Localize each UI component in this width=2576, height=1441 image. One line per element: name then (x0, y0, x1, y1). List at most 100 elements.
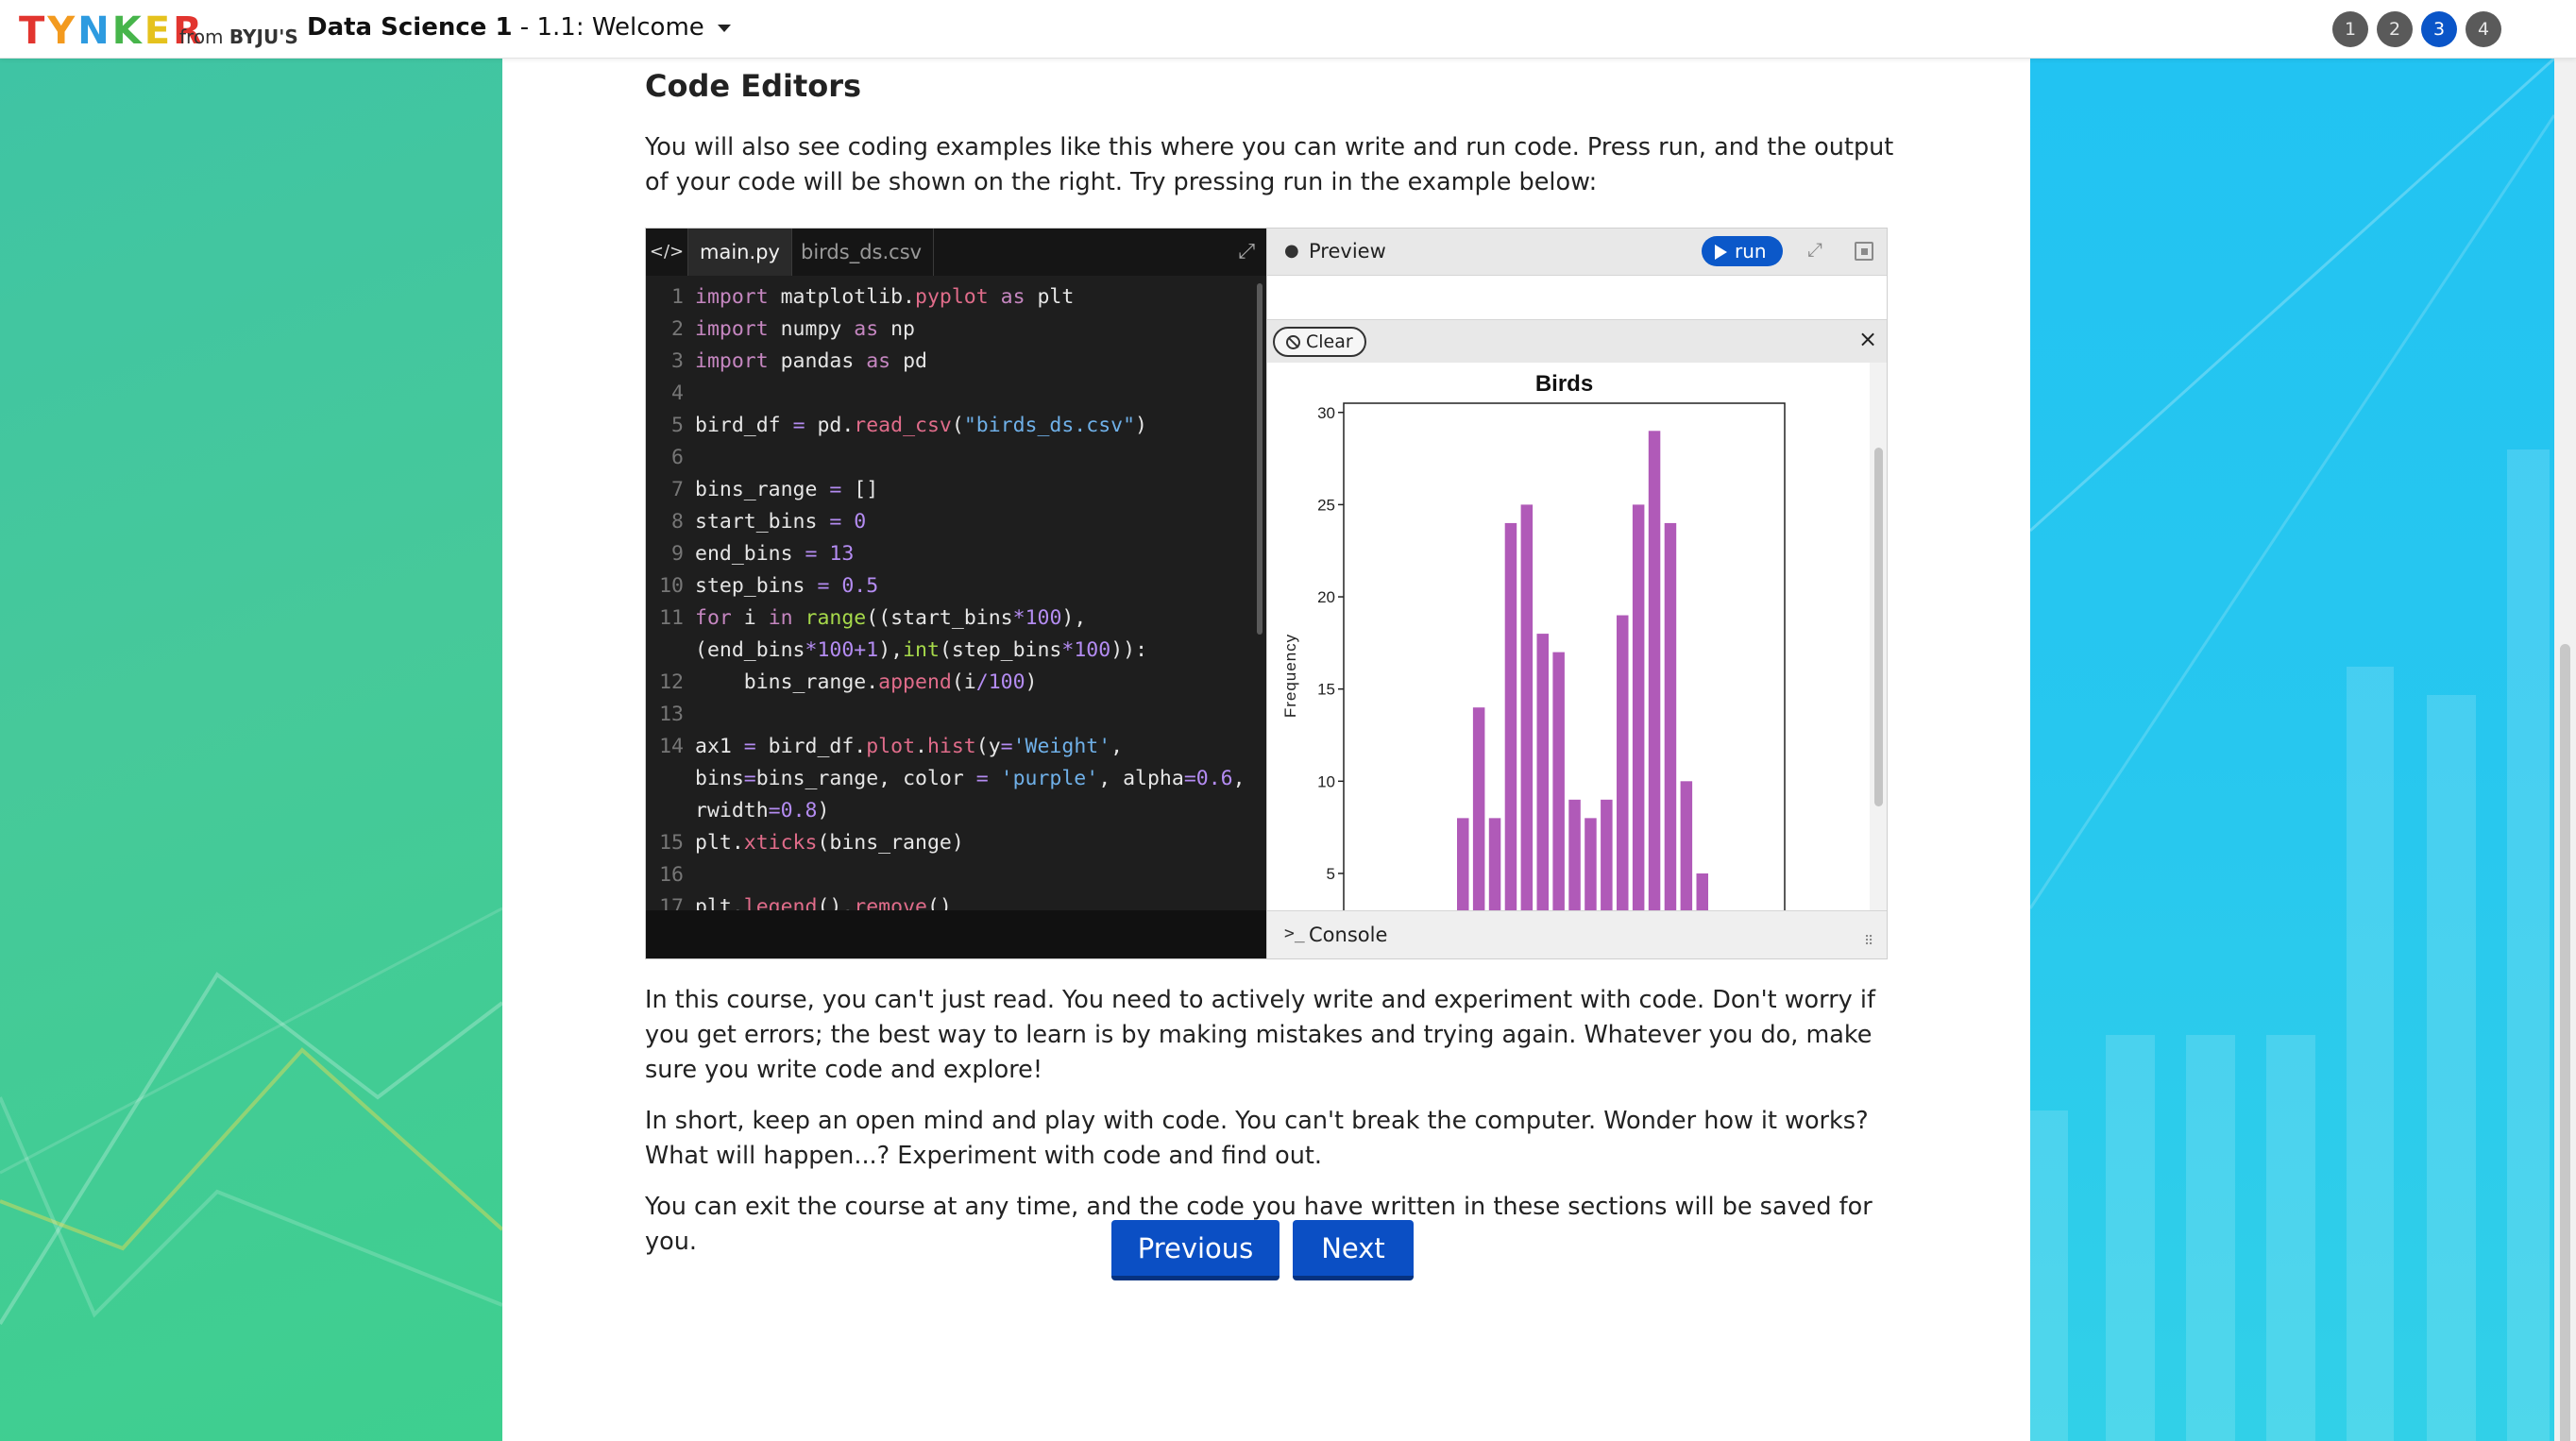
code-line: 4 (671, 381, 684, 405)
code-line: 14 ax1 = bird_df.plot.hist(y='Weight', (659, 735, 1124, 758)
code-line: 3 import pandas as pd (671, 349, 927, 373)
lesson-content: Code Editors You will also see coding ex… (502, 59, 2030, 1441)
histogram-bar (1680, 781, 1693, 910)
terminal-icon: >_ (1284, 924, 1305, 943)
console-header: Clear × (1267, 319, 1887, 363)
background-bar (2030, 1110, 2068, 1441)
left-background-panel (0, 59, 502, 1441)
y-tick-label: 5 (1327, 865, 1335, 883)
plot-scrollbar[interactable] (1870, 363, 1887, 910)
code-runner: </> main.py birds_ds.csv ⤢ 1 import matpl… (645, 228, 1888, 959)
step-1-button[interactable]: 1 (2332, 11, 2368, 47)
background-bar (2106, 1035, 2155, 1441)
logo-letter: Y (47, 9, 78, 53)
expand-icon[interactable]: ⤢ (1807, 238, 1822, 261)
editor-scrollbar-thumb[interactable] (1257, 283, 1263, 635)
y-tick-label: 15 (1317, 681, 1335, 699)
previous-button[interactable]: Previous (1111, 1220, 1280, 1280)
byjus-tagline: from BYJU'S (179, 25, 298, 48)
page-scrollbar[interactable] (2554, 59, 2576, 1441)
logo-letter: E (144, 9, 174, 53)
histogram-bar (1552, 652, 1565, 910)
histogram-bar (1536, 634, 1549, 910)
run-button[interactable]: run (1702, 236, 1783, 266)
logo-letter: T (19, 9, 48, 53)
course-title-dropdown[interactable]: Data Science 1 - 1.1: Welcome (307, 13, 731, 42)
histogram-chart: Birds 5 10 15 20 25 30 Frequency (1281, 371, 1786, 910)
code-editor[interactable]: </> main.py birds_ds.csv ⤢ 1 import matpl… (646, 229, 1266, 958)
histogram-bar (1568, 799, 1581, 910)
close-icon[interactable]: × (1858, 326, 1878, 352)
left-background-pattern (0, 907, 502, 1326)
console-label: Console (1309, 924, 1388, 946)
histogram-bar (1585, 818, 1597, 910)
next-button[interactable]: Next (1293, 1220, 1414, 1280)
background-bar (2427, 695, 2476, 1441)
clear-button[interactable]: Clear (1273, 327, 1366, 357)
step-2-button[interactable]: 2 (2377, 11, 2413, 47)
code-line: 11 for i in range((start_bins*100), (659, 606, 1087, 630)
histogram-bar (1488, 818, 1501, 910)
editor-footer (646, 910, 1266, 958)
right-background-lines (2030, 59, 2554, 909)
title-separator: - (512, 13, 537, 42)
code-lines: 1 import matplotlib.pyplot as plt 2 import… (646, 281, 1246, 910)
logo-letter: N (77, 9, 112, 53)
popout-icon[interactable] (1855, 242, 1873, 261)
histogram-bar (1472, 707, 1485, 910)
preview-bar: ● Preview run ⤢ (1267, 229, 1887, 276)
course-name: Data Science 1 (307, 13, 513, 42)
step-3-button[interactable]: 3 (2421, 11, 2457, 47)
plot-scrollbar-thumb[interactable] (1874, 448, 1883, 806)
preview-label: Preview (1309, 240, 1386, 263)
histogram-bar (1696, 873, 1708, 910)
y-tick-label: 10 (1317, 772, 1335, 790)
histogram-bar (1664, 522, 1677, 910)
code-icon: </> (649, 242, 685, 262)
histogram-bar (1601, 799, 1613, 910)
byjus-brand-text: BYJU'S (229, 25, 298, 48)
y-tick-label: 30 (1317, 404, 1335, 422)
step-4-button[interactable]: 4 (2466, 11, 2501, 47)
clear-icon (1286, 335, 1300, 349)
run-label: run (1735, 240, 1767, 263)
histogram-bar (1648, 431, 1661, 910)
code-line: 7 bins_range = [] (671, 478, 879, 501)
code-line: 1 import matplotlib.pyplot as plt (671, 285, 1075, 309)
code-line: 12 bins_range.append(i/100) (659, 670, 1038, 694)
output-panel: ● Preview run ⤢ Clear × Birds 5 10 15 20 25 30… (1266, 229, 1887, 958)
page-scrollbar-thumb[interactable] (2560, 644, 2570, 1441)
code-line: rwidth=0.8) (695, 799, 830, 822)
globe-icon: ● (1284, 241, 1299, 261)
tab-birds-ds-csv[interactable]: birds_ds.csv (789, 229, 935, 276)
play-icon (1715, 245, 1727, 260)
code-line: 5 bird_df = pd.read_csv("birds_ds.csv") (671, 414, 1147, 437)
code-line: 16 (659, 863, 684, 887)
code-line: 9 end_bins = 13 (671, 542, 855, 566)
paragraph-open-mind: In short, keep an open mind and play wit… (645, 1107, 1869, 1170)
tynker-logo[interactable]: TYNKER (19, 9, 205, 53)
editor-tab-bar: </> main.py birds_ds.csv ⤢ (646, 229, 1266, 276)
histogram-bar (1520, 504, 1534, 910)
expand-icon[interactable]: ⤢ (1238, 240, 1255, 263)
code-line: 15 plt.xticks(bins_range) (659, 831, 964, 855)
from-text: from (179, 25, 224, 48)
chevron-down-icon (717, 24, 731, 32)
code-line: bins=bins_range, color = 'purple', alpha… (695, 767, 1246, 790)
logo-letter: R (173, 9, 205, 53)
resize-grip-icon[interactable]: ⠿ (1864, 934, 1874, 949)
histogram-bar (1457, 818, 1469, 910)
y-tick-label: 25 (1317, 496, 1335, 514)
editor-scrollbar[interactable] (1255, 276, 1264, 910)
code-text-area[interactable]: 1 import matplotlib.pyplot as plt 2 import… (646, 276, 1253, 910)
console-bar[interactable]: >_ Console ⠿ (1267, 910, 1887, 958)
paragraph-practice: In this course, you can't just read. You… (645, 986, 1875, 1084)
histogram-bar (1504, 522, 1517, 910)
code-line: 8 start_bins = 0 (671, 510, 867, 534)
tab-main-py[interactable]: main.py (687, 229, 792, 276)
code-line: 10 step_bins = 0.5 (659, 574, 879, 598)
code-line: 2 import numpy as np (671, 317, 916, 341)
code-line: 13 (659, 703, 684, 726)
histogram-bar (1632, 504, 1645, 910)
plot-frame (1343, 402, 1786, 910)
